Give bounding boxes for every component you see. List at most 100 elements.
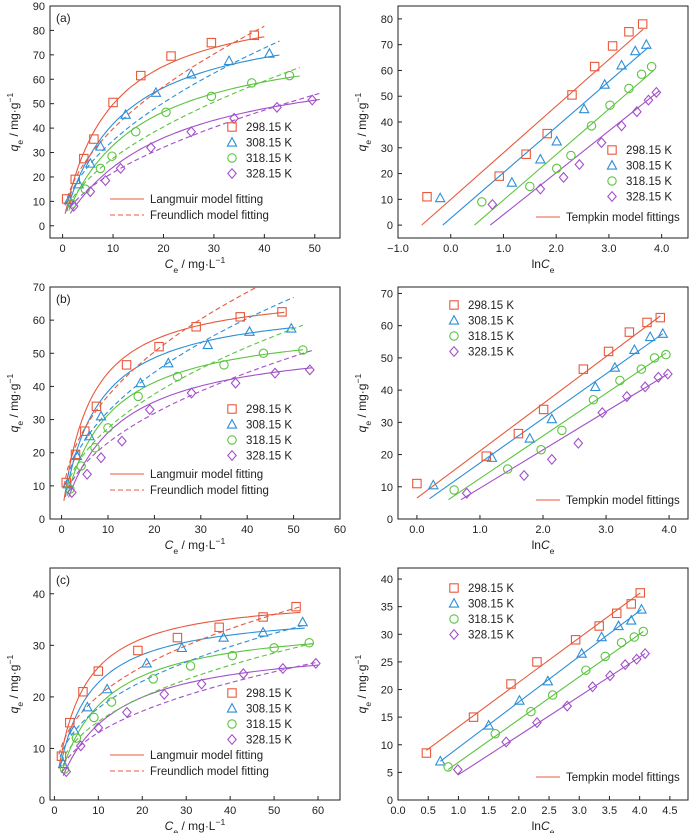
y-tick-label: 90 [33, 1, 45, 13]
data-point [218, 631, 230, 642]
data-point [93, 722, 104, 734]
tempkin-fit-curve [426, 592, 641, 751]
legend-label: 318.15 K [246, 719, 292, 731]
x-tick-label: 30 [180, 805, 192, 817]
x-tick-label: 3.0 [601, 243, 616, 255]
data-point [501, 736, 512, 748]
data-point [620, 659, 631, 671]
data-point [130, 127, 141, 137]
legend-label: 298.15 K [246, 688, 292, 700]
legend-marker [226, 418, 238, 429]
legend-freundlich-label: Freundlich model fitting [150, 210, 269, 222]
legend-marker [449, 614, 459, 624]
data-point [186, 126, 197, 138]
plot-frame [49, 286, 341, 520]
langmuir-fit-curve [64, 327, 294, 498]
y-tick-label: 5 [387, 767, 393, 779]
y-tick-label: 40 [33, 589, 45, 601]
data-point [513, 694, 525, 705]
data-point [134, 377, 147, 388]
legend-marker [606, 159, 618, 170]
data-point [657, 327, 669, 338]
data-point [597, 407, 608, 419]
y-tick-label: 30 [33, 415, 45, 427]
legend-label: 328.15 K [246, 169, 292, 181]
data-point [449, 485, 459, 495]
tempkin-fit-curve [429, 333, 664, 500]
x-tick-label: 3.0 [598, 524, 613, 536]
data-point [570, 635, 581, 645]
y-tick-label: 40 [381, 574, 393, 586]
x-tick-label: 10 [107, 243, 119, 255]
data-point [636, 364, 647, 374]
data-point [589, 61, 600, 72]
data-point [574, 158, 585, 171]
x-tick-label: 4.5 [662, 805, 677, 817]
legend-marker [227, 404, 237, 414]
y-tick-label: 30 [381, 629, 393, 641]
data-point [219, 360, 229, 370]
y-tick-label: 30 [381, 417, 393, 429]
data-point [120, 108, 132, 119]
data-point [62, 478, 74, 489]
data-point [653, 371, 664, 383]
data-point [75, 740, 86, 752]
legend-label: 318.15 K [468, 614, 514, 626]
x-tick-label: 60 [312, 805, 324, 817]
data-point [607, 41, 618, 51]
y-tick-label: 50 [33, 99, 45, 111]
x-tick-label: 4.0 [632, 805, 647, 817]
data-point [121, 706, 132, 718]
legend-label: 308.15 K [468, 316, 514, 328]
data-point [56, 751, 67, 761]
y-tick-label: 0 [387, 220, 393, 232]
data-point [246, 78, 257, 88]
legend-marker [449, 628, 459, 641]
legend-marker [448, 597, 460, 608]
data-point [61, 766, 72, 778]
x-axis-label: lnCe [532, 819, 555, 833]
x-axis-label: lnCe [532, 538, 555, 556]
data-point [588, 395, 599, 405]
data-point [649, 353, 660, 363]
y-tick-label: 35 [381, 602, 393, 614]
legend-marker [226, 702, 238, 713]
panel-label: (b) [56, 292, 71, 306]
y-tick-label: 60 [33, 74, 45, 86]
tempkin-fit-curve [439, 608, 642, 762]
data-point [206, 37, 217, 48]
data-point [235, 312, 245, 322]
data-point [96, 452, 106, 464]
y-tick-label: 20 [381, 169, 393, 181]
x-axis-label: Ce / mg·L−1 [165, 255, 226, 275]
legend-label: 308.15 K [246, 138, 292, 150]
legend-label: 318.15 K [468, 331, 514, 343]
data-point [536, 444, 546, 455]
data-point [567, 90, 577, 100]
y-tick-label: 0 [39, 221, 45, 233]
data-point [586, 121, 597, 131]
data-point [66, 486, 77, 499]
data-point [76, 461, 86, 471]
y-tick-label: 0 [39, 514, 45, 526]
data-point [616, 59, 628, 70]
data-point [635, 603, 648, 614]
data-point [227, 650, 238, 661]
data-point [629, 45, 641, 56]
legend-marker [449, 583, 459, 593]
legend-label: 328.15 K [468, 630, 514, 642]
data-point [284, 70, 295, 81]
legend-marker [227, 719, 237, 729]
data-point [578, 364, 589, 374]
data-point [624, 83, 634, 94]
y-tick-label: 20 [33, 448, 45, 460]
y-tick-label: 70 [33, 50, 45, 62]
data-point [468, 712, 479, 722]
y-tick-label: 40 [33, 381, 45, 393]
data-point [535, 183, 546, 195]
y-tick-label: 0 [39, 795, 45, 807]
data-point [176, 641, 188, 653]
data-point [576, 647, 588, 658]
data-point [133, 391, 143, 402]
